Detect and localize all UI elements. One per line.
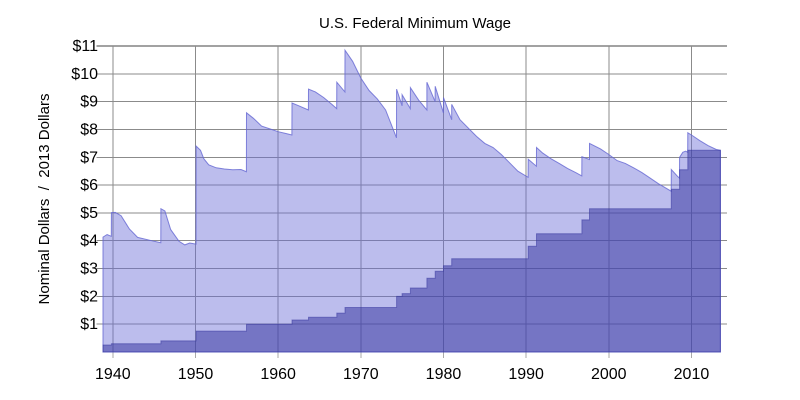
y-tick-label: $9	[80, 94, 98, 111]
x-tick-label: 2000	[591, 366, 627, 383]
y-tick-label: $2	[80, 288, 98, 305]
x-tick-label: 1990	[508, 366, 544, 383]
y-tick-label: $5	[80, 205, 98, 222]
y-tick-label: $8	[80, 121, 98, 138]
y-tick-label: $10	[71, 66, 98, 83]
y-tick-label: $6	[80, 177, 98, 194]
y-tick-label: $7	[80, 149, 98, 166]
chart-title: U.S. Federal Minimum Wage	[319, 15, 511, 32]
x-tick-label: 2010	[674, 366, 710, 383]
y-tick-label: $11	[72, 38, 98, 55]
x-tick-label: 1950	[178, 366, 214, 383]
axis-labels: $1 $2 $3 $4 $5 $6 $7 $8 $9 $10 $11 1940 1950 1960 1970…	[71, 38, 709, 383]
x-tick-label: 1980	[426, 366, 462, 383]
x-tick-label: 1940	[95, 366, 131, 383]
y-tick-label: $1	[80, 316, 98, 333]
y-tick-label: $4	[80, 233, 98, 250]
x-tick-label: 1960	[260, 366, 296, 383]
y-tick-label: $3	[80, 261, 98, 278]
nominal-dollars-area	[102, 149, 721, 353]
x-tick-label: 1970	[343, 366, 379, 383]
